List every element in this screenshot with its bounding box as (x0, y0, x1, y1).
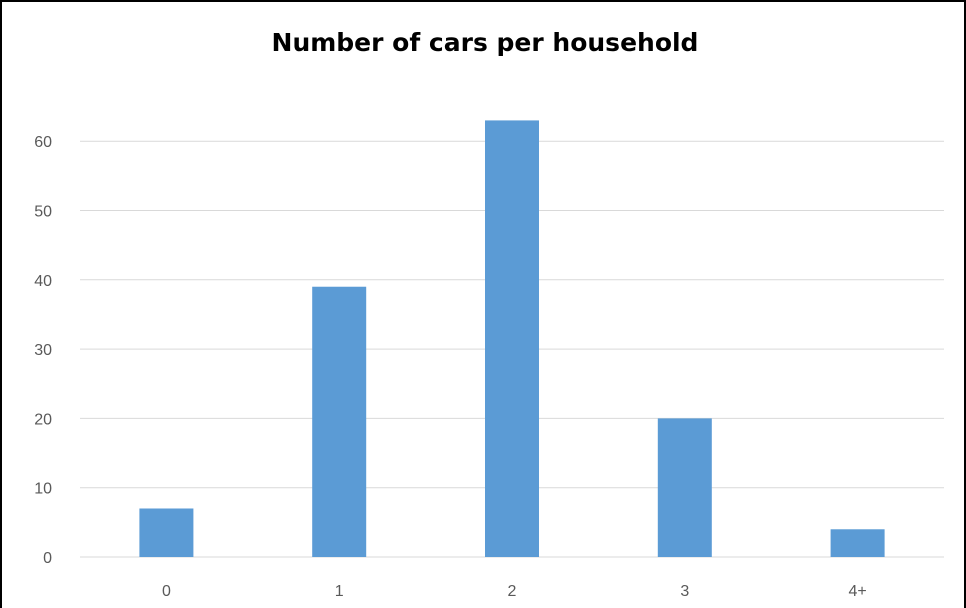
x-tick-label: 2 (508, 583, 517, 600)
y-tick-label: 30 (34, 342, 52, 359)
x-tick-label: 1 (335, 583, 344, 600)
bar-4+ (830, 529, 885, 557)
y-axis-ticks: 0 10 20 30 40 50 60 (34, 134, 52, 567)
y-tick-label: 10 (34, 481, 52, 498)
bar-0 (139, 508, 194, 557)
y-tick-label: 60 (34, 134, 52, 151)
bar-1 (312, 286, 367, 557)
y-tick-label: 40 (34, 273, 52, 290)
y-tick-label: 50 (34, 204, 52, 221)
x-tick-label: 4+ (848, 583, 866, 600)
x-tick-label: 0 (162, 583, 171, 600)
y-tick-label: 0 (43, 550, 52, 567)
x-tick-label: 3 (680, 583, 689, 600)
bars (139, 120, 885, 557)
chart-title: Number of cars per household (271, 28, 699, 57)
bar-3 (657, 418, 712, 557)
y-tick-label: 20 (34, 411, 52, 428)
x-axis-ticks: 0 1 2 3 4+ (162, 583, 867, 600)
bar-2 (485, 120, 539, 557)
